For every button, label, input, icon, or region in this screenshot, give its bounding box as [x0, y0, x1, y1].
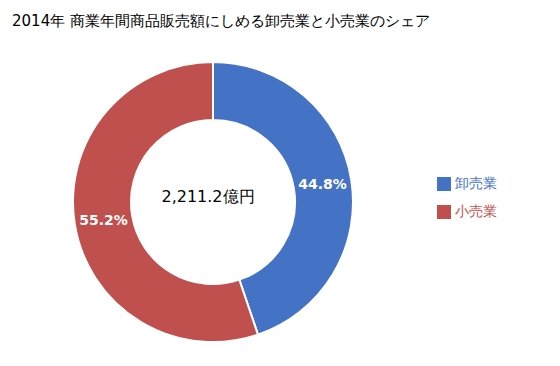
html-text:卸売業: 卸売業 [455, 175, 497, 191]
svg-text:55.2%: 55.2% [79, 212, 128, 228]
html-text:小売業: 小売業 [455, 203, 497, 219]
html-text:2014年 商業年間商品販売額にしめる卸売業と小売業のシェア: 2014年 商業年間商品販売額にしめる卸売業と小売業のシェア [12, 12, 430, 30]
html-text:2,211.2億円: 2,211.2億円 [161, 186, 255, 206]
svg-text:44.8%: 44.8% [298, 176, 347, 192]
